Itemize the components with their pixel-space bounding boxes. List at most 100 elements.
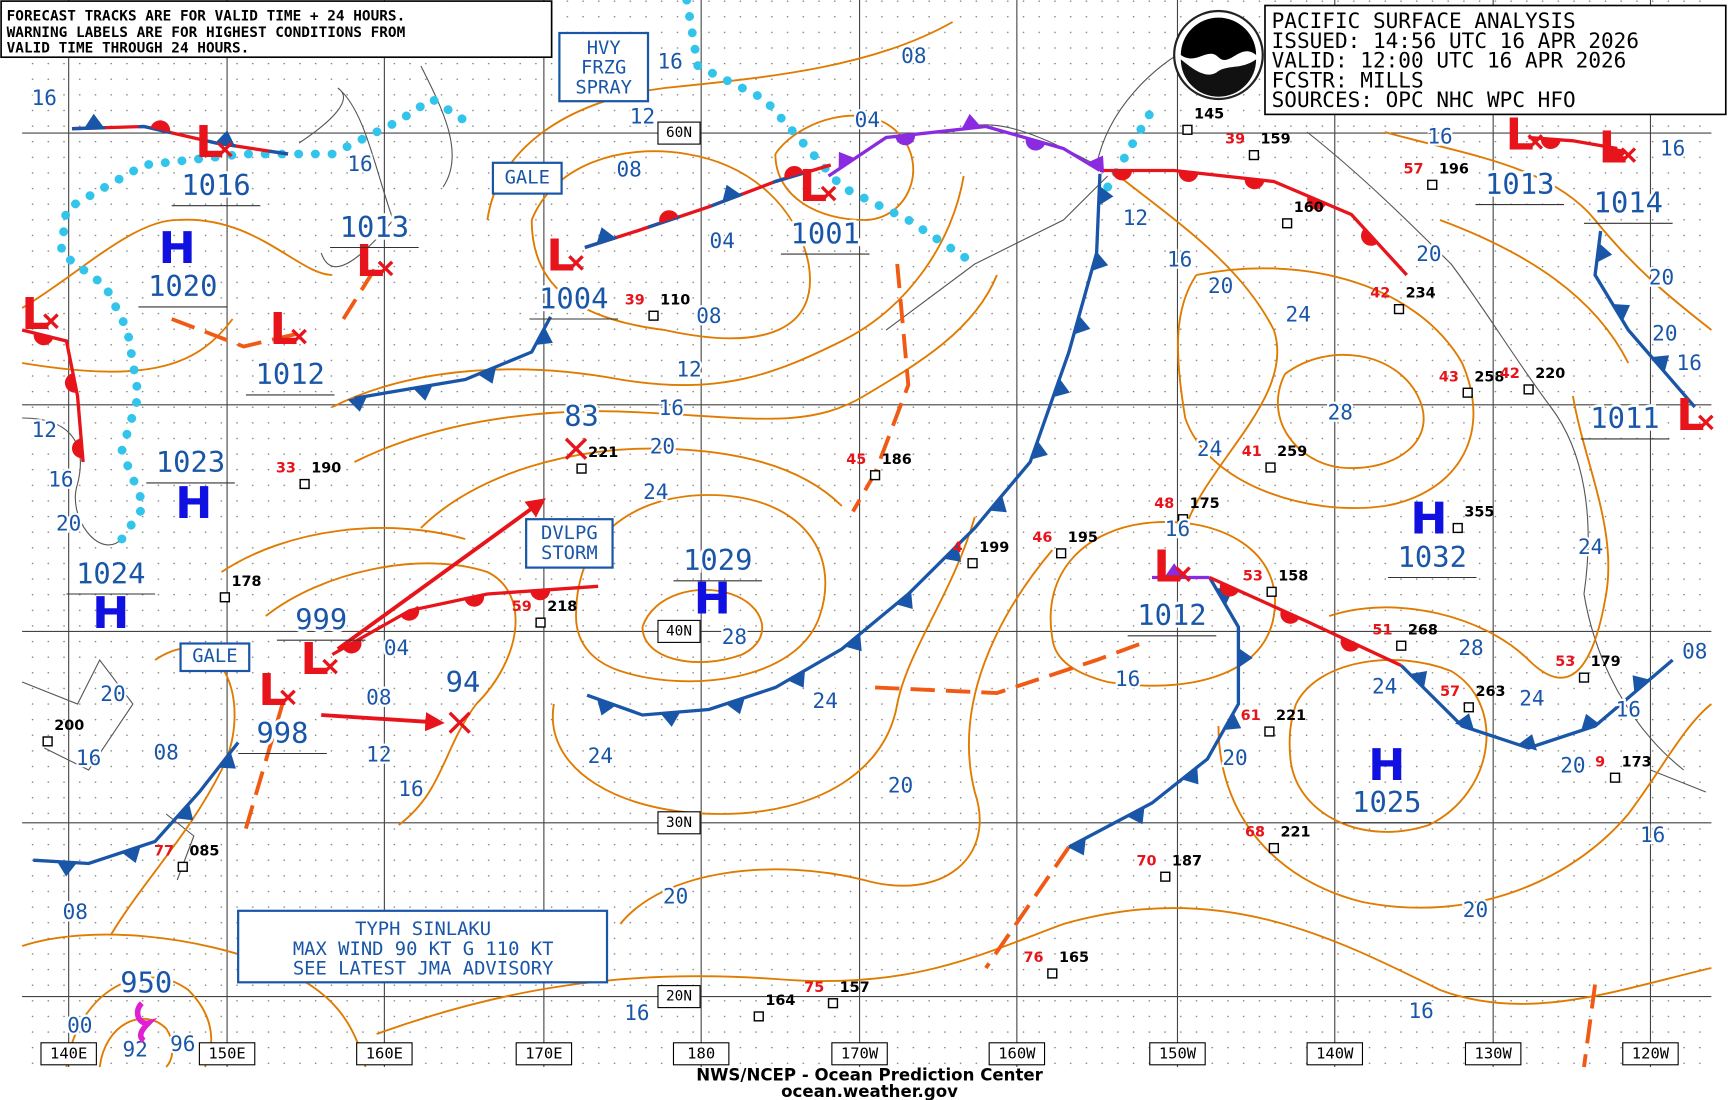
front-semicircle [530, 589, 551, 601]
forecast-track [336, 498, 546, 651]
isobar-label: 16 [1616, 698, 1641, 722]
center-pressure: 1001 [791, 216, 860, 250]
trough [341, 268, 377, 321]
center-pressure: 1004 [539, 281, 608, 315]
front-semicircle [784, 165, 804, 179]
longitude-label-box [988, 1042, 1046, 1066]
front-triangle [218, 752, 236, 769]
station-temperature: 75 [804, 980, 824, 996]
center-pressure: 999 [295, 603, 347, 637]
front-triangle [1164, 563, 1185, 578]
isobar-label: 16 [347, 152, 372, 176]
high-symbol: H [175, 478, 212, 529]
longitude-label-box [356, 1042, 413, 1066]
isobar-label: 24 [1197, 437, 1222, 461]
isobar-label: 16 [32, 86, 57, 110]
latitude-label: 40N [666, 623, 692, 639]
isobar-label: 20 [663, 885, 688, 909]
low-center-x [1527, 134, 1544, 150]
isobar-label: 24 [643, 480, 668, 504]
typhoon-advisory: MAX WIND 90 KT G 110 KT [293, 939, 554, 960]
front-triangle [121, 846, 141, 863]
latitude-label-box [657, 985, 701, 1009]
isobar-label: 16 [1409, 999, 1434, 1023]
isobar [331, 175, 965, 408]
isobar-label: 16 [659, 396, 684, 420]
trough [1582, 984, 1597, 1068]
front-triangle [1596, 243, 1613, 263]
station-temperature: 77 [154, 843, 174, 859]
isobar-label: 20 [1652, 321, 1677, 345]
station-pressure: 259 [1277, 444, 1307, 460]
isobar-label: 16 [1167, 248, 1192, 272]
longitude-label: 170W [841, 1044, 879, 1062]
isobar-label: 16 [1427, 125, 1452, 149]
isobar [1177, 267, 1475, 510]
low-center-x [217, 141, 233, 158]
station-icon [177, 861, 188, 872]
isobar-label: 00 [67, 1013, 92, 1037]
station-temperature: 70 [1136, 853, 1156, 869]
station-icon [1056, 548, 1067, 559]
station-pressure: 165 [1059, 950, 1089, 966]
longitude-label-box [515, 1042, 573, 1066]
station-pressure: 258 [1474, 369, 1504, 385]
typhoon-pressure: 950 [120, 966, 172, 1000]
station-icon [576, 463, 587, 474]
station-icon [1160, 871, 1171, 882]
cold-front [33, 741, 240, 866]
isobar-label: 08 [63, 900, 88, 924]
isobar [774, 114, 915, 221]
station-icon [42, 736, 53, 747]
notice-line: VALID TIME THROUGH 24 HOURS. [7, 40, 250, 56]
center-pressure: 1025 [1352, 785, 1421, 819]
front-triangle [1052, 378, 1070, 398]
low-center-x [291, 328, 307, 345]
stationary-front-blue [584, 163, 832, 250]
center-pressure: 1014 [1594, 186, 1663, 220]
station-temperature: 57 [1440, 684, 1460, 700]
high-symbol: H [1368, 740, 1405, 791]
center-pressure: 1024 [76, 556, 145, 590]
station-icon [1265, 462, 1276, 473]
isobar-label: 08 [617, 158, 642, 182]
station-icon [1452, 522, 1463, 534]
isobar-label: 20 [56, 512, 81, 536]
occl-front [827, 124, 1101, 178]
front-triangle [1068, 838, 1086, 856]
warning-box [179, 642, 251, 673]
center-pressure: 1013 [340, 210, 409, 244]
header-box: PACIFIC SURFACE ANALYSIS ISSUED: 14:56 U… [1173, 4, 1727, 116]
isobar-label: 08 [366, 686, 391, 710]
station-icon [1268, 842, 1279, 854]
trough [984, 845, 1071, 970]
longitude-label-box [672, 1042, 730, 1066]
station-temperature: 48 [1154, 496, 1174, 512]
front-triangle [1126, 806, 1145, 825]
center-pressure: 1012 [1137, 598, 1206, 632]
isobar-label: 08 [901, 44, 926, 68]
noaa-logo-bird [1180, 17, 1257, 60]
cold-front [1068, 576, 1241, 849]
station-temperature: 4 [953, 540, 963, 556]
front-semicircle [64, 373, 77, 393]
warning-label: GALE [505, 168, 550, 189]
isobar-label: 08 [1682, 639, 1707, 663]
station-temperature: 53 [1555, 654, 1575, 670]
front-triangle [1518, 734, 1537, 751]
front-triangle [1087, 155, 1105, 173]
longitude-label-box [40, 1042, 97, 1066]
typhoon-symbol [134, 1001, 158, 1043]
isobar-label: 24 [588, 744, 613, 768]
isobar-label: 12 [1123, 206, 1148, 230]
front-triangle [725, 697, 745, 715]
isobar-label: 08 [153, 741, 178, 765]
front-triangle [1073, 315, 1091, 335]
front-semicircle [1540, 138, 1561, 150]
station-pressure: 196 [1439, 161, 1469, 177]
warning-box [491, 161, 563, 195]
front-triangle [838, 151, 856, 170]
longitude-label-box [198, 1042, 256, 1066]
front-triangle [1409, 670, 1428, 689]
station-icon [1266, 586, 1277, 597]
